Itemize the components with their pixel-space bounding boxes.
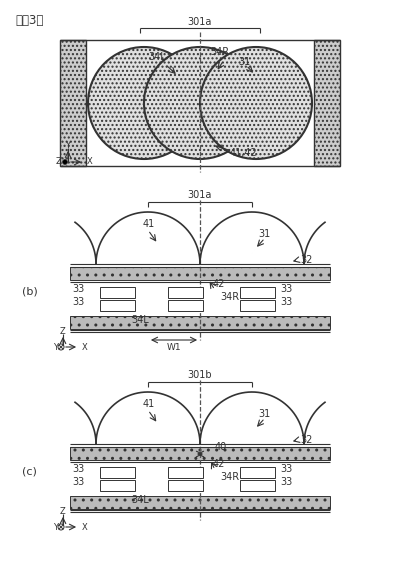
Text: 33: 33 [72,477,84,487]
Circle shape [200,47,312,159]
Text: 33: 33 [72,297,84,307]
Text: Z: Z [56,157,62,167]
Text: 34R: 34R [220,472,239,482]
Text: 31: 31 [238,57,250,67]
Text: Y: Y [53,522,58,532]
Circle shape [144,47,256,159]
Text: 【図3】: 【図3】 [15,14,43,27]
Bar [100,300,135,311]
Text: 301a: 301a [188,17,212,27]
Text: 34L: 34L [131,315,149,325]
Circle shape [88,47,200,159]
Text: 42: 42 [213,279,225,289]
Bar [314,40,340,166]
Bar [70,496,330,509]
Text: 34L: 34L [148,52,166,62]
Bar [100,480,135,491]
Bar [240,480,275,491]
Text: W1: W1 [167,343,181,351]
Text: X: X [82,343,88,351]
Text: 42: 42 [213,459,225,469]
Text: 34L: 34L [131,495,149,505]
Text: Y: Y [66,141,70,149]
Text: 40: 40 [215,442,227,452]
Text: (c): (c) [22,467,37,477]
Circle shape [58,344,64,350]
Text: 33: 33 [280,477,292,487]
Text: 33: 33 [72,464,84,474]
Text: 32: 32 [300,435,312,445]
Circle shape [58,524,64,530]
Text: 301b: 301b [188,370,212,380]
Text: 301a: 301a [188,190,212,200]
Text: (b): (b) [22,287,38,297]
Text: 34R: 34R [210,47,229,57]
Text: Z: Z [60,507,66,515]
Text: X: X [87,157,93,167]
Text: 33: 33 [280,284,292,294]
Text: 33: 33 [280,464,292,474]
Text: 33: 33 [280,297,292,307]
Text: 34R: 34R [220,292,239,302]
Text: X: X [82,522,88,532]
Bar [168,300,203,311]
Bar [70,316,330,329]
Bar [168,287,203,298]
Bar [240,300,275,311]
Bar [100,467,135,478]
Bar [70,267,330,280]
Bar [100,287,135,298]
Text: 41,42: 41,42 [230,148,258,158]
Circle shape [62,159,68,164]
Bar [168,467,203,478]
Bar [70,447,330,460]
Bar [60,40,86,166]
Text: 33: 33 [72,284,84,294]
Text: Z: Z [60,327,66,335]
Text: 31: 31 [258,409,270,419]
Text: Y: Y [53,343,58,351]
Bar [168,480,203,491]
Text: 41: 41 [143,399,155,409]
Bar [240,287,275,298]
Bar [240,467,275,478]
Text: 41: 41 [143,219,155,229]
Text: 32: 32 [300,255,312,265]
Text: 31: 31 [258,229,270,239]
